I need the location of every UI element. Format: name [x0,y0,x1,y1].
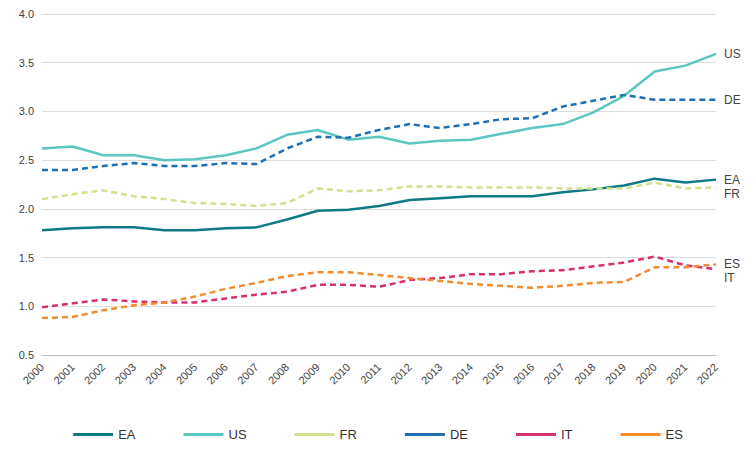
svg-text:4.0: 4.0 [19,8,34,20]
svg-text:2.0: 2.0 [19,203,34,215]
svg-text:FR: FR [340,427,357,442]
svg-text:2015: 2015 [480,361,506,387]
svg-text:2004: 2004 [143,361,169,387]
svg-text:2000: 2000 [20,361,46,387]
svg-text:FR: FR [724,187,740,201]
svg-text:2011: 2011 [358,361,383,386]
svg-text:2016: 2016 [511,361,537,387]
svg-text:2010: 2010 [327,361,353,387]
svg-text:2014: 2014 [449,361,475,387]
svg-text:ES: ES [724,257,740,271]
svg-text:1.0: 1.0 [19,300,34,312]
svg-text:EA: EA [118,427,136,442]
svg-text:DE: DE [450,427,468,442]
svg-text:IT: IT [724,271,735,285]
svg-text:2002: 2002 [82,361,108,387]
svg-text:2012: 2012 [388,361,414,387]
svg-text:1.5: 1.5 [19,252,34,264]
svg-text:3.0: 3.0 [19,105,34,117]
svg-text:US: US [724,47,741,61]
svg-text:2001: 2001 [51,361,77,387]
svg-text:2009: 2009 [296,361,322,387]
svg-text:2.5: 2.5 [19,154,34,166]
svg-text:0.5: 0.5 [19,349,34,361]
svg-text:EA: EA [724,173,740,187]
svg-text:US: US [229,427,247,442]
svg-text:DE: DE [724,93,741,107]
svg-text:2008: 2008 [266,361,292,387]
svg-text:2013: 2013 [419,361,445,387]
svg-text:2005: 2005 [174,361,200,387]
svg-text:2022: 2022 [694,361,720,387]
svg-text:2019: 2019 [603,361,629,387]
svg-text:2020: 2020 [633,361,659,387]
svg-text:2007: 2007 [235,361,261,387]
svg-text:2003: 2003 [112,361,138,387]
svg-text:2006: 2006 [204,361,230,387]
svg-text:3.5: 3.5 [19,57,34,69]
svg-text:IT: IT [561,427,573,442]
svg-text:2017: 2017 [541,361,567,387]
svg-text:2018: 2018 [572,361,598,387]
svg-text:2021: 2021 [664,361,690,387]
svg-text:ES: ES [666,427,684,442]
